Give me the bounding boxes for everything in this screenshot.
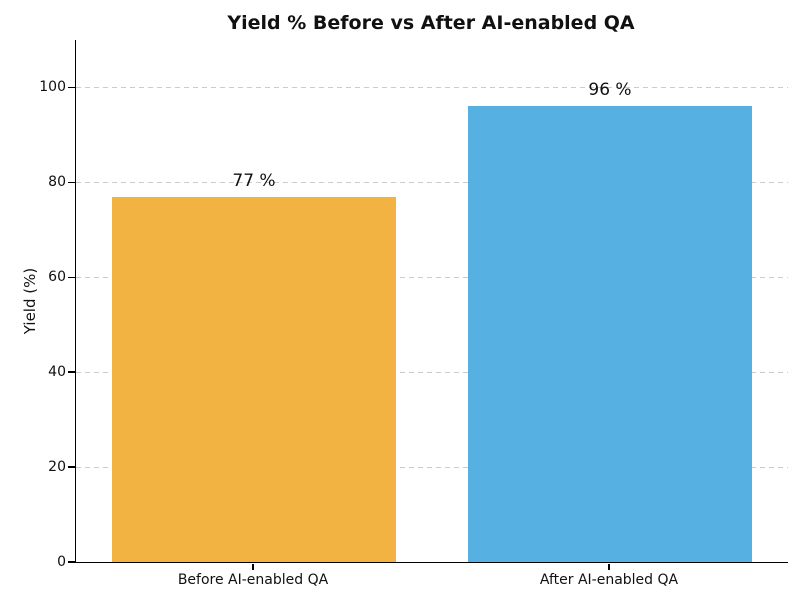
chart-title: Yield % Before vs After AI-enabled QA <box>227 12 635 34</box>
plot-area: 77 % 96 % <box>75 40 788 563</box>
x-tick-mark <box>608 563 610 570</box>
y-tick-label: 100 <box>39 79 66 96</box>
y-tick-mark <box>68 371 75 373</box>
y-tick-label: 0 <box>57 554 66 570</box>
bar-value-label: 77 % <box>232 170 276 191</box>
y-gridline <box>76 277 788 279</box>
y-gridline <box>76 87 788 89</box>
y-gridline <box>76 467 788 469</box>
bar <box>111 196 397 562</box>
x-tick-label: After AI-enabled QA <box>539 572 679 588</box>
y-gridline <box>76 182 788 184</box>
y-tick-label: 40 <box>48 364 66 381</box>
y-tick-label: 20 <box>48 459 66 476</box>
y-tick-mark <box>68 181 75 184</box>
y-tick-label: 80 <box>48 174 66 191</box>
x-tick-mark <box>252 563 254 570</box>
y-gridline <box>76 372 788 374</box>
y-tick-mark <box>68 276 75 279</box>
x-tick-label: Before AI-enabled QA <box>177 572 329 588</box>
bar-value-label: 96 % <box>588 80 632 101</box>
y-tick-mark <box>68 466 75 468</box>
bar <box>467 106 753 562</box>
y-tick-mark <box>68 561 75 563</box>
y-tick-label: 60 <box>48 269 66 286</box>
y-tick-mark <box>68 86 75 89</box>
